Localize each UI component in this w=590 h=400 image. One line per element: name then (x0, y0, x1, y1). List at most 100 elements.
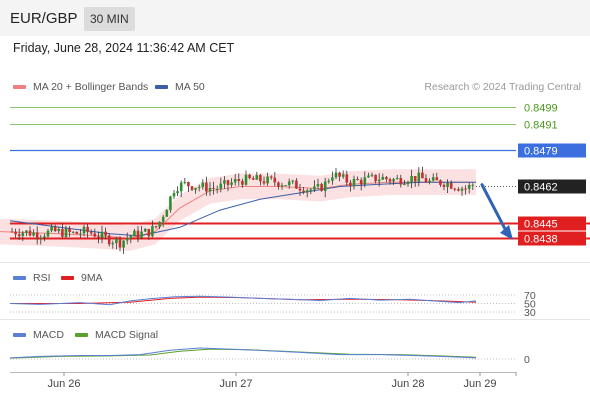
price-tag-0.8445 (518, 216, 586, 231)
symbol-label: EUR/GBP (10, 10, 78, 27)
candle-body (140, 231, 143, 238)
candle-body (212, 187, 215, 189)
rsi-level-label-30: 30 (524, 307, 536, 319)
candle-body (161, 216, 165, 222)
candle-body (115, 238, 118, 244)
candle-body (255, 175, 259, 180)
candle-body (158, 221, 161, 227)
rsi-level-label-50: 50 (524, 299, 536, 311)
candle-body (223, 180, 226, 184)
timestamp: Friday, June 28, 2024 11:36:42 AM CET (13, 41, 235, 55)
candle-body (349, 182, 352, 187)
candle-body (28, 230, 32, 236)
candle-body (316, 184, 320, 187)
legend-9ma: 9MA (81, 272, 103, 284)
candle-body (273, 177, 277, 183)
candle-body (208, 187, 212, 192)
candle-body (323, 181, 327, 191)
arrow-head (500, 224, 513, 240)
x-tick-label: Jun 26 (47, 378, 80, 390)
candle-body (251, 178, 255, 180)
candle-body (43, 236, 46, 238)
candle-body (435, 177, 439, 181)
candle-body (226, 180, 230, 185)
candle-body (280, 185, 284, 187)
candle-body (313, 186, 316, 190)
macd-panel: 0 (9, 347, 530, 366)
candle-body (421, 172, 424, 179)
macd-zero-label: 0 (524, 354, 530, 366)
candle-body (53, 226, 57, 231)
candle-body (183, 182, 187, 183)
price-tag-0.8479 (518, 143, 586, 158)
legend-ma-20-bollinger-bands: MA 20 + Bollinger Bands (33, 81, 148, 93)
candle-body (165, 210, 169, 217)
candle-body (154, 226, 158, 228)
candle-body (118, 238, 122, 248)
candle-body (363, 177, 367, 185)
candle-body (248, 174, 251, 179)
candle-body (269, 176, 273, 178)
candle-body (241, 181, 244, 185)
candle-body (320, 184, 323, 191)
legend-macd: MACD (33, 329, 64, 341)
candle-body (71, 231, 75, 233)
candle-body (413, 176, 417, 182)
candle-body (244, 174, 248, 185)
candle-body (399, 178, 403, 185)
candle-body (284, 185, 287, 187)
candle-body (295, 180, 298, 189)
candle-body (291, 180, 295, 182)
price-tag-text-0.8462: 0.8462 (524, 182, 558, 194)
legend-rsi: RSI (33, 272, 51, 284)
candle-body (417, 172, 421, 182)
macd-line (9, 347, 477, 359)
panel-separators (0, 262, 590, 373)
candle-body (205, 182, 208, 192)
candle-body (176, 191, 179, 194)
candle-body (82, 226, 86, 234)
candle-body (449, 182, 453, 189)
x-tick-label: Jun 28 (391, 378, 424, 390)
candle-body (89, 232, 93, 234)
candle-body (345, 174, 349, 183)
price-tag-text-0.8445: 0.8445 (524, 219, 558, 231)
price-tag-0.8438 (518, 231, 586, 246)
bollinger-band-fill (0, 169, 476, 251)
x-tick-label: Jun 29 (463, 378, 496, 390)
candle-body (111, 243, 115, 245)
candle-body (122, 240, 125, 248)
candle-body (410, 176, 413, 183)
candle-body (334, 172, 338, 178)
candle-body (424, 178, 428, 183)
target-label-0.8499: 0.8499 (524, 103, 558, 115)
timeframe-badge[interactable]: 30 MIN (84, 7, 135, 31)
candle-body (197, 187, 201, 188)
candle-body (406, 182, 410, 184)
candle-body (237, 179, 241, 181)
candle-body (277, 182, 280, 187)
candle-body (266, 176, 269, 184)
candle-body (46, 230, 50, 237)
price-tag-0.8462 (518, 179, 586, 194)
candle-body (338, 172, 341, 177)
candle-body (17, 234, 21, 237)
candle-body (302, 190, 305, 193)
candle-body (68, 228, 71, 232)
candle-body (392, 179, 395, 182)
candle-body (446, 182, 449, 187)
candle-body (129, 236, 133, 239)
candle-body (147, 229, 151, 237)
candle-body (86, 226, 89, 233)
arrow-shaft (480, 183, 508, 233)
candle-body (151, 226, 154, 237)
target-label-0.8491: 0.8491 (524, 120, 558, 132)
candle-body (370, 174, 374, 176)
candle-body (359, 179, 363, 185)
candle-body (57, 229, 61, 231)
candle-body (431, 177, 435, 181)
candle-body (169, 196, 172, 211)
candle-body (35, 232, 39, 239)
candle-body (136, 230, 140, 238)
candle-body (75, 231, 79, 234)
